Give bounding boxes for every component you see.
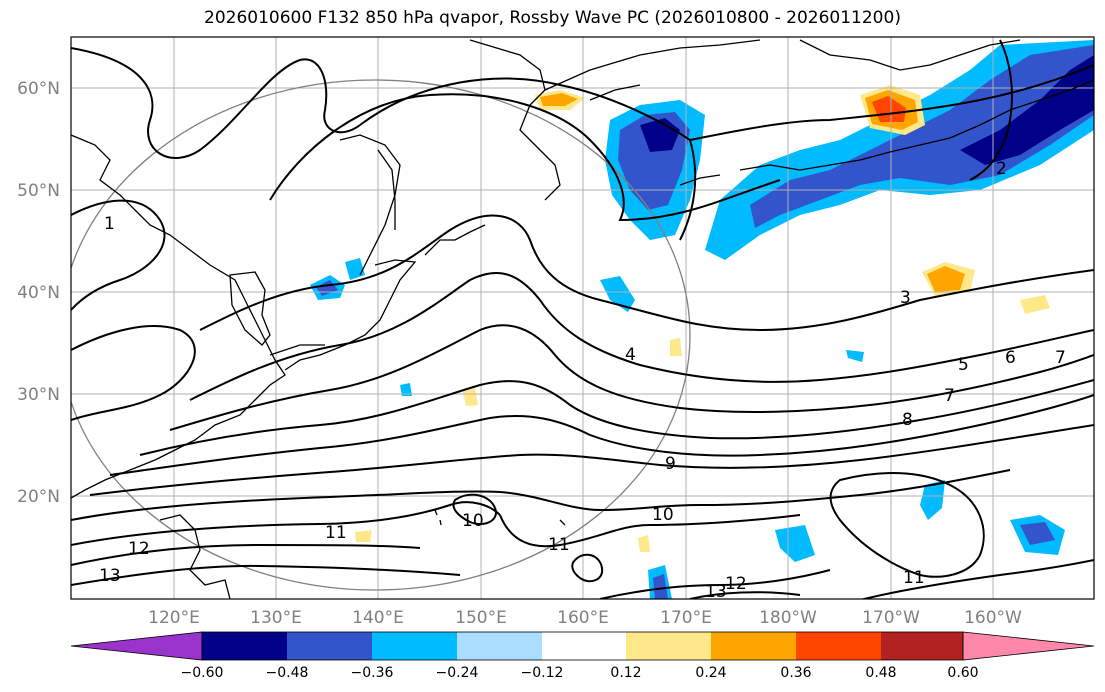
contour-label: 1 — [104, 214, 115, 234]
colorbar-segment — [796, 632, 881, 660]
negative-anomaly-region — [400, 383, 412, 396]
lon-label: 170°W — [862, 608, 920, 628]
contour-label: 10 — [462, 511, 484, 531]
colorbar-segment — [202, 632, 287, 660]
map-frame — [70, 36, 1095, 600]
colorbar-tick: 0.36 — [780, 665, 811, 681]
contour-label: 7 — [1055, 348, 1066, 368]
colorbar-segment — [542, 632, 626, 660]
positive-anomaly-region — [927, 266, 965, 292]
lat-label: 40°N — [17, 283, 60, 303]
lat-label: 20°N — [17, 487, 60, 507]
longitude-labels: 120°E 130°E 140°E 150°E 160°E 170°E 180°… — [148, 608, 1022, 628]
colorbar-segment — [626, 632, 711, 660]
positive-anomaly-region — [355, 530, 372, 542]
contour-label: 10 — [652, 505, 674, 525]
positive-anomaly-region — [670, 338, 682, 356]
contour-labels: 1 2 3 4 5 6 7 7 8 9 10 10 11 11 11 12 12… — [99, 159, 1066, 602]
contour-label: 11 — [548, 535, 570, 555]
colorbar-tick: −0.60 — [181, 665, 224, 681]
latitude-labels: 60°N 50°N 40°N 30°N 20°N — [17, 79, 60, 507]
contour-label: 12 — [725, 574, 747, 594]
colorbar-tick: −0.36 — [351, 665, 394, 681]
contour-label: 4 — [625, 345, 636, 365]
contour-label: 13 — [705, 582, 727, 602]
colorbar-tick: −0.12 — [521, 665, 564, 681]
lon-label: 130°E — [250, 608, 302, 628]
colorbar-segment — [711, 632, 796, 660]
contour-label: 11 — [903, 568, 925, 588]
colorbar-tick: 0.60 — [947, 665, 978, 681]
contour-label: 6 — [1005, 348, 1016, 368]
colorbar-tick: −0.24 — [436, 665, 479, 681]
colorbar: −0.60 −0.48 −0.36 −0.24 −0.12 0.12 0.24 … — [70, 631, 1095, 681]
colorbar-tick: 0.24 — [695, 665, 726, 681]
colorbar-tick: 0.48 — [865, 665, 896, 681]
reference-circle — [71, 79, 691, 591]
map-title: 2026010600 F132 850 hPa qvapor, Rossby W… — [204, 8, 901, 28]
negative-anomaly-region — [750, 45, 1094, 228]
lat-label: 30°N — [17, 385, 60, 405]
lat-label: 60°N — [17, 79, 60, 99]
lon-label: 160°E — [557, 608, 609, 628]
lon-label: 140°E — [352, 608, 404, 628]
negative-anomaly-region — [846, 350, 864, 362]
lon-label: 180°W — [759, 608, 817, 628]
negative-anomaly-region — [775, 525, 815, 562]
negative-anomaly-region — [920, 480, 945, 520]
positive-anomaly-region — [463, 388, 478, 406]
lon-label: 170°E — [660, 608, 712, 628]
lat-label: 50°N — [17, 181, 60, 201]
contour-label: 7 — [944, 386, 955, 406]
positive-anomaly-region — [1020, 295, 1050, 314]
contour-label: 3 — [900, 288, 911, 308]
negative-anomaly-region — [653, 574, 668, 599]
lon-label: 150°E — [455, 608, 507, 628]
colorbar-segment — [287, 632, 372, 660]
lon-label: 160°W — [964, 608, 1022, 628]
lon-label: 120°E — [148, 608, 200, 628]
negative-anomaly-region — [640, 118, 680, 152]
anomaly-shading — [310, 40, 1094, 599]
contour-label: 11 — [325, 523, 347, 543]
colorbar-tick: −0.48 — [266, 665, 309, 681]
positive-anomaly-region — [540, 93, 578, 106]
contour-label: 12 — [128, 539, 150, 559]
contour-label: 2 — [996, 159, 1007, 179]
colorbar-segment — [372, 632, 457, 660]
colorbar-segment — [881, 632, 963, 660]
contour-label: 9 — [665, 454, 676, 474]
contour-label: 5 — [958, 355, 969, 375]
colorbar-segment — [457, 632, 542, 660]
negative-anomaly-region — [345, 258, 365, 280]
negative-anomaly-region — [1020, 522, 1055, 545]
negative-anomaly-region — [600, 276, 635, 312]
colorbar-extend-left — [70, 631, 203, 661]
colorbar-tick: 0.12 — [610, 665, 641, 681]
positive-anomaly-region — [638, 535, 650, 552]
contour-label: 13 — [99, 566, 121, 586]
contour-label: 8 — [902, 410, 913, 430]
colorbar-extend-right — [962, 631, 1095, 661]
contour-lines — [71, 39, 1094, 599]
